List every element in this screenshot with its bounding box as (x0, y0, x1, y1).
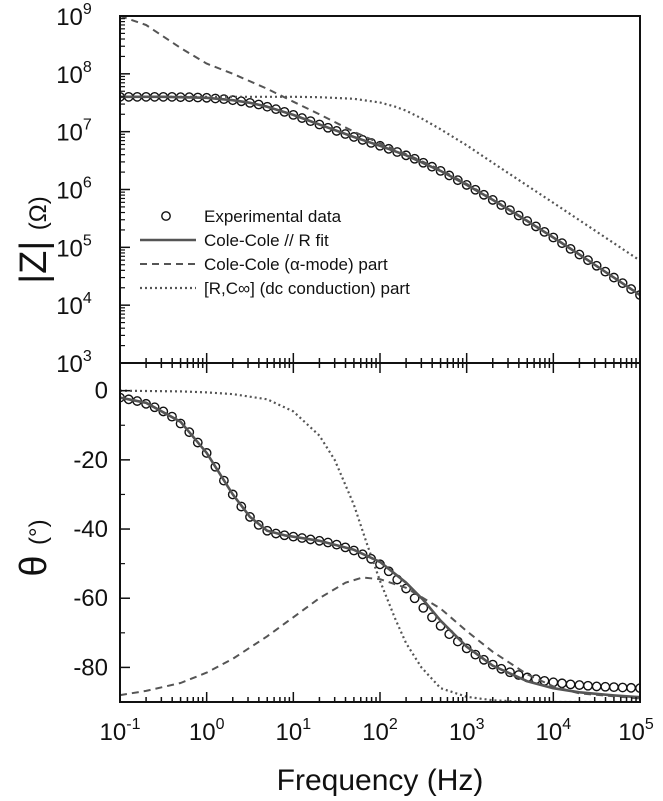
top-series-3-line (120, 16, 640, 296)
top-data-point (531, 221, 541, 232)
bottom-y-tick-label: -20 (73, 447, 108, 474)
bottom-data-point (227, 489, 238, 500)
top-series-2-line (120, 95, 640, 297)
top-data-point (375, 140, 385, 151)
x-tick-label: 103 (449, 716, 485, 746)
top-data-point (409, 153, 420, 164)
top-data-point (609, 272, 619, 283)
bottom-data-point (210, 461, 221, 472)
bottom-y-tick-label: -40 (73, 516, 108, 543)
bottom-data-point (487, 659, 498, 670)
top-data-point (574, 249, 585, 260)
top-data-point (461, 180, 472, 190)
top-y-tick-label: 107 (56, 117, 92, 147)
bottom-data-point (175, 418, 186, 429)
top-data-point (591, 260, 602, 271)
plot-curves (120, 16, 640, 702)
bottom-panel-curves (120, 389, 640, 702)
legend-label: Cole-Cole // R fit (204, 231, 329, 250)
bottom-data-point (418, 603, 429, 613)
bottom-data-point (192, 437, 203, 448)
bottom-data-point (236, 501, 247, 512)
bottom-data-point (626, 682, 637, 693)
plot-labels: 103 104 105 106 107 108 109 0 -20 -40 -60 -80 10-1 10… (13, 1, 654, 797)
bottom-y-axis-title: θ (°) (13, 519, 55, 576)
x-tick-label: 104 (536, 716, 572, 746)
top-data-point (617, 278, 628, 289)
legend-marker-circle (161, 211, 171, 221)
top-data-point (522, 216, 533, 226)
top-data-point (470, 184, 481, 195)
top-data-point (548, 232, 559, 243)
top-data-point (626, 284, 637, 294)
legend-label: Experimental data (204, 207, 342, 226)
bottom-series-3-line (120, 576, 640, 700)
bottom-data-point (357, 549, 368, 560)
bottom-data-point (591, 681, 602, 692)
top-data-point (539, 226, 550, 237)
bottom-data-point (253, 519, 264, 530)
bottom-data-point (574, 680, 585, 690)
bottom-data-point (245, 512, 255, 522)
top-data-point (496, 200, 507, 210)
legend-label: [R,C∞] (dc conduction) part (204, 279, 410, 298)
plot-axes (119, 15, 641, 703)
x-tick-label: 100 (189, 716, 225, 746)
bottom-y-tick-label: 0 (95, 378, 108, 405)
top-y-tick-label: 106 (56, 175, 92, 205)
legend: Experimental data Cole-Cole // R fit Cole-… (140, 207, 410, 298)
bottom-data-point (583, 680, 593, 691)
top-data-point (297, 113, 307, 123)
bottom-data-point (478, 654, 489, 665)
bottom-data-point (201, 448, 212, 458)
bottom-data-point (617, 682, 628, 693)
top-y-axis-title: |Z| (Ω) (13, 196, 55, 283)
top-panel-curves (120, 16, 640, 300)
top-data-point (600, 266, 611, 277)
top-y-tick-label: 105 (56, 232, 92, 262)
top-data-point (401, 150, 411, 161)
bottom-data-point (184, 427, 195, 438)
bottom-data-point (149, 402, 160, 413)
top-data-point (349, 132, 359, 142)
top-data-point (557, 238, 567, 249)
top-data-point (505, 205, 515, 216)
top-data-point (452, 175, 463, 186)
top-data-point (513, 210, 524, 221)
top-series-4-line (120, 95, 640, 262)
bottom-data-point (557, 678, 567, 689)
x-tick-label: 105 (618, 716, 654, 746)
top-data-point (583, 255, 593, 266)
bottom-data-point (600, 681, 611, 692)
top-data-point (565, 243, 576, 254)
top-data-point (487, 195, 498, 205)
top-data-point (323, 122, 333, 133)
bottom-data-point (167, 411, 177, 422)
top-y-tick-label: 108 (56, 59, 92, 89)
top-data-point (357, 135, 368, 145)
top-y-tick-label: 103 (56, 348, 92, 378)
bottom-data-point (565, 679, 576, 690)
x-axis-title: Frequency (Hz) (277, 764, 484, 797)
top-data-point (305, 116, 316, 127)
x-tick-label: 101 (276, 716, 312, 746)
bottom-data-point (218, 475, 229, 486)
bottom-series-2-line (120, 396, 640, 699)
top-data-point (314, 119, 325, 130)
x-tick-label: 102 (362, 716, 398, 746)
legend-label: Cole-Cole (α-mode) part (204, 255, 388, 274)
top-data-point (478, 189, 489, 200)
top-y-tick-label: 104 (56, 290, 92, 320)
bottom-y-tick-label: -80 (73, 654, 108, 681)
bottom-data-point (609, 682, 619, 693)
bottom-series-4-line (120, 389, 640, 702)
x-tick-label: 10-1 (100, 716, 141, 746)
top-data-point (444, 170, 455, 181)
bottom-y-tick-label: -60 (73, 585, 108, 612)
top-y-tick-label: 109 (56, 1, 92, 31)
